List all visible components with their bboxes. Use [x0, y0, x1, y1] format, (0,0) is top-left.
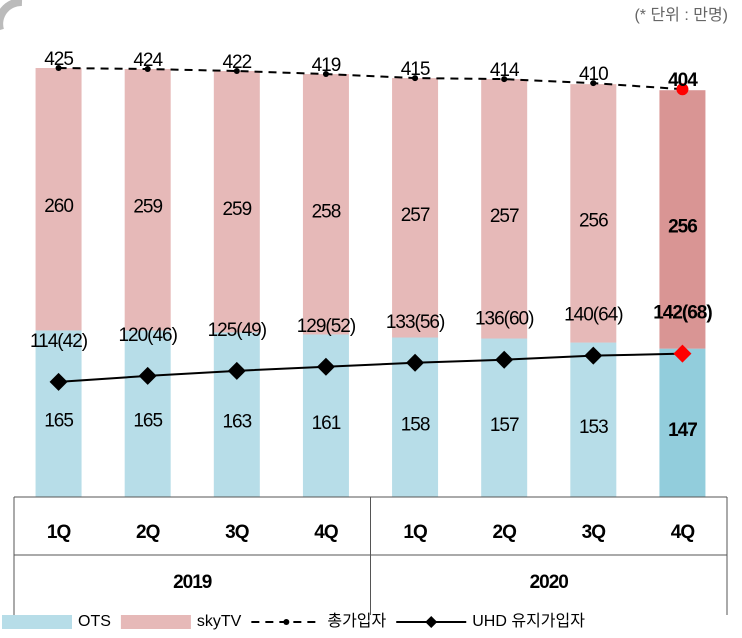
logo-arc — [0, 0, 23, 30]
data-label: 165 — [44, 411, 73, 432]
uhd-marker — [673, 344, 692, 363]
bar-segment — [35, 330, 82, 497]
data-label: 157 — [490, 415, 519, 436]
bar-segment — [570, 84, 617, 343]
data-label: 258 — [312, 201, 341, 222]
uhd-label: 136(60) — [475, 309, 534, 330]
legend-label: 총가입자 — [327, 612, 386, 630]
x-tick-label: 3Q — [225, 522, 249, 543]
bar-segment — [213, 332, 260, 497]
bar-segment — [213, 71, 260, 333]
group-label: 2020 — [530, 572, 569, 593]
data-label: 256 — [579, 210, 608, 231]
uhd-label: 114(42) — [30, 331, 88, 352]
total-line — [58, 67, 683, 91]
legend-label: UHD 유지가입자 — [472, 612, 585, 630]
uhd-marker — [227, 361, 246, 380]
x-tick-label: 1Q — [47, 522, 71, 543]
bar-segment — [481, 79, 528, 339]
uhd-label: 129(52) — [297, 316, 356, 337]
x-tick-label: 2Q — [136, 522, 160, 543]
bar-segment — [35, 68, 82, 331]
data-label: 161 — [312, 413, 341, 434]
total-marker — [144, 66, 151, 73]
total-label: 414 — [490, 60, 520, 81]
bar-segment — [302, 74, 349, 335]
legend-swatch — [120, 615, 191, 629]
bar-segment — [392, 78, 439, 338]
total-marker — [233, 68, 240, 75]
legend-marker — [425, 616, 438, 628]
x-tick-label: 2Q — [493, 522, 517, 543]
legend-marker — [283, 619, 290, 625]
bar-segment — [570, 342, 617, 497]
legend-label: OTS — [78, 613, 111, 630]
total-label: 419 — [312, 55, 341, 76]
legend-swatch — [2, 615, 72, 629]
total-marker — [322, 71, 329, 78]
uhd-label: 142(68) — [653, 303, 712, 324]
total-label: 422 — [222, 52, 251, 73]
uhd-label: 133(56) — [386, 312, 445, 333]
uhd-label: 125(49) — [208, 320, 267, 341]
total-label: 410 — [579, 64, 608, 85]
uhd-marker — [584, 346, 603, 365]
legend-label: skyTV — [197, 613, 242, 630]
total-marker — [676, 83, 689, 96]
data-label: 165 — [133, 411, 162, 432]
uhd-label: 120(46) — [118, 325, 177, 346]
x-tick-label: 4Q — [671, 522, 695, 543]
uhd-marker — [49, 372, 68, 391]
x-tick-label: 1Q — [403, 522, 427, 543]
total-label: 425 — [44, 49, 73, 70]
x-tick-label: 4Q — [314, 522, 338, 543]
uhd-label: 140(64) — [564, 305, 623, 326]
data-label: 147 — [668, 420, 697, 441]
data-label: 257 — [490, 206, 519, 227]
data-label: 259 — [133, 197, 162, 218]
x-tick-label: 3Q — [582, 522, 606, 543]
data-label: 260 — [44, 196, 73, 217]
total-label: 404 — [668, 70, 698, 91]
total-marker — [590, 80, 597, 87]
group-label: 2019 — [173, 572, 212, 593]
uhd-marker — [138, 366, 157, 385]
bar-segment — [659, 348, 706, 497]
bar-segment — [659, 90, 706, 349]
data-label: 257 — [401, 205, 430, 226]
data-label: 259 — [222, 199, 251, 220]
data-label: 163 — [222, 412, 251, 433]
uhd-marker — [406, 353, 425, 372]
bar-segment — [124, 330, 171, 497]
data-label: 256 — [668, 216, 697, 237]
data-label: 153 — [579, 417, 608, 438]
unit-note: (* 단위 : 만명) — [634, 6, 728, 24]
uhd-marker — [316, 357, 335, 376]
data-label: 158 — [401, 414, 430, 435]
uhd-marker — [495, 350, 514, 369]
total-marker — [501, 76, 508, 83]
total-marker — [412, 75, 419, 82]
total-label: 424 — [133, 50, 163, 71]
bar-segment — [124, 69, 171, 331]
uhd-line — [58, 352, 683, 383]
total-marker — [55, 65, 62, 71]
total-label: 415 — [401, 59, 430, 80]
